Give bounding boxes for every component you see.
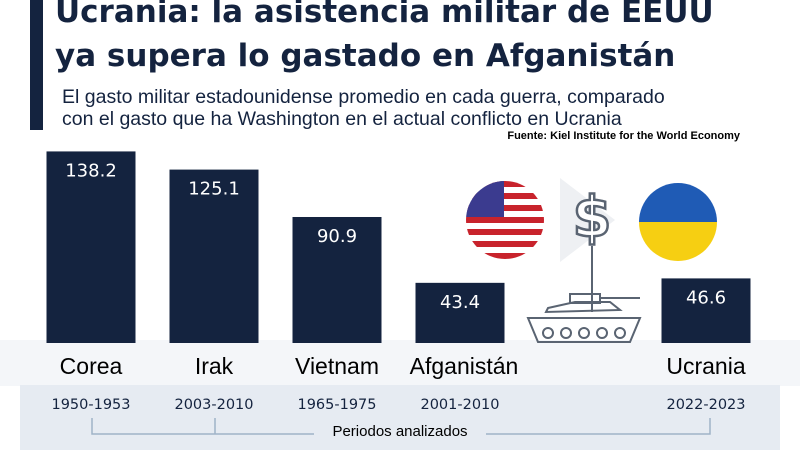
title-line-2: ya supera lo gastado en Afganistán xyxy=(55,38,676,74)
bar-value-label: 138.2 xyxy=(65,160,117,181)
bar-ucrania xyxy=(661,278,751,343)
ukraine-flag-icon xyxy=(639,183,717,261)
bar-irak xyxy=(169,169,259,343)
category-label: Ucrania xyxy=(666,353,745,379)
subtitle-line-1: El gasto militar estadounidense promedio… xyxy=(62,86,665,108)
period-label: 2022-2023 xyxy=(666,397,745,413)
bar-value-labels: 138.2 125.1 90.9 43.4 46.6 xyxy=(65,160,726,312)
dollar-sign-icon: $ xyxy=(571,184,613,312)
category-label: Corea xyxy=(60,353,123,379)
bar-vietnam xyxy=(292,216,382,343)
category-band xyxy=(0,340,800,386)
source-note: Fuente: Kiel Institute for the World Eco… xyxy=(507,130,740,142)
title-line-1: Ucrania: la asistencia militar de EEUU xyxy=(55,0,714,30)
subtitle-line-2: con el gasto que ha Washington en el act… xyxy=(62,108,622,130)
bar-afganistán xyxy=(415,282,505,343)
periods-caption: Periodos analizados xyxy=(0,423,800,440)
bar-value-label: 90.9 xyxy=(317,226,357,247)
bar-value-label: 43.4 xyxy=(440,292,480,313)
period-labels: 1950-1953 2003-2010 1965-1975 2001-2010 2022… xyxy=(51,397,745,413)
svg-text:$: $ xyxy=(573,185,612,250)
period-label: 2003-2010 xyxy=(174,397,253,413)
period-label: 1965-1975 xyxy=(297,397,376,413)
period-bracket xyxy=(91,418,711,435)
category-labels: Corea Irak Vietnam Afganistán Ucrania xyxy=(60,353,746,379)
bar-value-label: 46.6 xyxy=(686,287,726,308)
period-label: 1950-1953 xyxy=(51,397,130,413)
bar-corea xyxy=(46,151,136,343)
bars-group xyxy=(46,151,751,343)
category-label: Afganistán xyxy=(410,353,519,379)
period-label: 2001-2010 xyxy=(420,397,499,413)
title-accent-bar xyxy=(30,0,43,130)
tank-icon xyxy=(526,293,642,343)
category-label: Irak xyxy=(195,353,234,379)
us-flag-icon xyxy=(466,181,544,259)
bar-value-label: 125.1 xyxy=(188,179,240,200)
page-title: Ucrania: la asistencia militar de EEUU y… xyxy=(55,0,795,78)
category-label: Vietnam xyxy=(295,353,379,379)
play-arrow-icon xyxy=(560,178,615,262)
periods-caption-text: Periodos analizados xyxy=(326,423,474,440)
subtitle: El gasto militar estadounidense promedio… xyxy=(62,86,782,130)
